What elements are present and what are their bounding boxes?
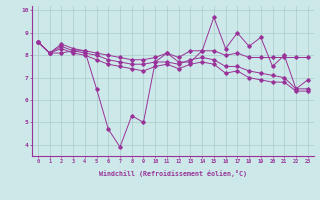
X-axis label: Windchill (Refroidissement éolien,°C): Windchill (Refroidissement éolien,°C) xyxy=(99,170,247,177)
